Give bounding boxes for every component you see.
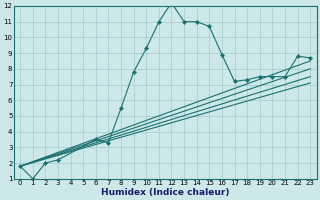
X-axis label: Humidex (Indice chaleur): Humidex (Indice chaleur) xyxy=(101,188,229,197)
